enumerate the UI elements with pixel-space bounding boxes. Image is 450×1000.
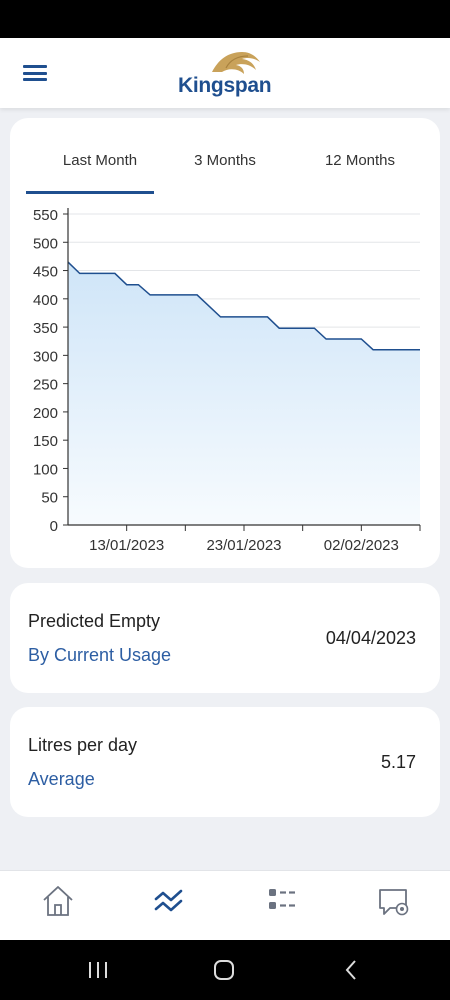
y-tick-label: 50 — [41, 490, 58, 507]
tab-12-months[interactable]: 12 Months — [324, 152, 396, 169]
y-tick-label: 0 — [50, 518, 58, 535]
active-tab-indicator — [26, 191, 154, 194]
brand-name: Kingspan — [178, 74, 272, 97]
y-tick-label: 200 — [33, 405, 58, 422]
trend-chart-icon[interactable] — [149, 881, 189, 921]
predicted-empty-subtitle: By Current Usage — [28, 645, 172, 665]
y-tick-label: 550 — [33, 207, 58, 224]
litres-per-day-value: 5.17 — [380, 752, 416, 772]
predicted-empty-date: 04/04/2023 — [325, 628, 416, 648]
chat-settings-icon[interactable] — [374, 881, 414, 921]
checklist-icon[interactable] — [262, 881, 302, 921]
y-tick-label: 100 — [33, 461, 58, 478]
hamburger-menu-icon[interactable] — [18, 58, 52, 88]
period-tabs: Last Month 3 Months 12 Months — [10, 118, 440, 196]
y-tick-label: 450 — [33, 264, 58, 281]
usage-chart-card: Last Month 3 Months 12 Months 0 50 100 150 2… — [10, 118, 440, 568]
system-home-icon[interactable] — [212, 958, 236, 982]
y-tick-label: 400 — [33, 292, 58, 309]
x-tick-label: 23/01/2023 — [206, 537, 281, 554]
home-icon[interactable] — [38, 881, 78, 921]
bottom-navigation — [0, 870, 450, 940]
recent-apps-icon[interactable] — [86, 958, 110, 982]
y-tick-label: 250 — [33, 377, 58, 394]
y-tick-label: 150 — [33, 433, 58, 450]
fuel-level-chart: 0 50 100 150 200 250 300 350 400 450 500 550 13/01/2… — [33, 207, 421, 554]
tab-3-months[interactable]: 3 Months — [194, 152, 256, 169]
y-tick-label: 350 — [33, 320, 58, 337]
litres-per-day-title: Litres per day — [28, 735, 138, 755]
system-navigation-bar — [0, 940, 450, 1000]
predicted-empty-card: Predicted Empty By Current Usage 04/04/2… — [10, 583, 440, 693]
y-tick-label: 300 — [33, 348, 58, 365]
back-icon[interactable] — [340, 958, 364, 982]
litres-per-day-card: Litres per day Average 5.17 — [10, 707, 440, 817]
series-line — [67, 261, 420, 351]
app-header: Kingspan — [0, 38, 450, 108]
status-bar — [0, 0, 450, 38]
tab-last-month[interactable]: Last Month — [62, 152, 138, 169]
x-tick-label: 02/02/2023 — [324, 537, 399, 554]
x-tick-label: 13/01/2023 — [89, 537, 164, 554]
predicted-empty-title: Predicted Empty — [28, 611, 161, 631]
series-area — [68, 262, 420, 525]
litres-per-day-subtitle: Average — [28, 769, 95, 789]
lion-logo-icon — [212, 52, 260, 74]
kingspan-logo: Kingspan — [178, 46, 288, 102]
y-tick-label: 500 — [33, 235, 58, 252]
